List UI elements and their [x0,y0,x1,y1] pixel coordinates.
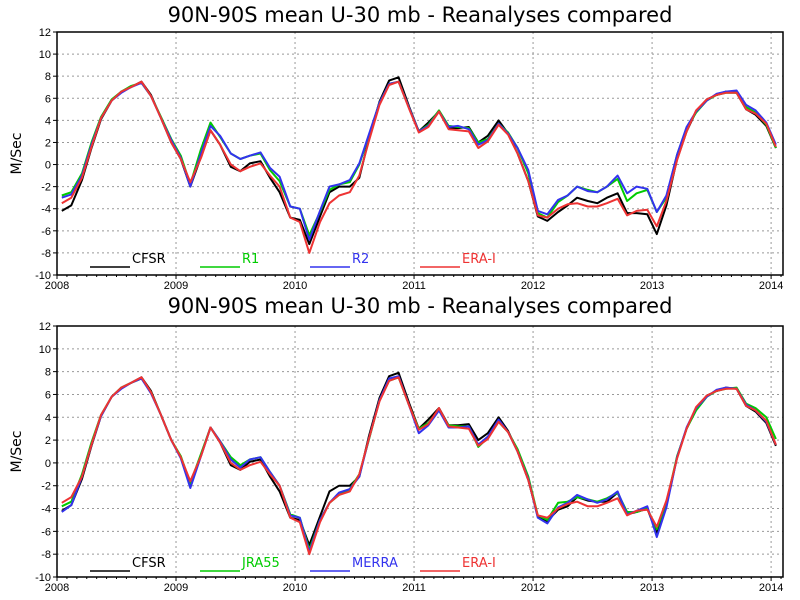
x-tick-label: 2009 [164,280,188,292]
y-tick-label: 12 [39,27,51,39]
y-tick-label: -2 [41,481,51,493]
y-tick-label: 6 [45,389,51,401]
legend-label: CFSR [132,252,166,267]
series-line-era-i [61,80,777,254]
y-tick-label: -2 [41,182,51,194]
y-tick-label: 10 [39,344,51,356]
y-tick-label: 10 [39,49,51,61]
legend-label: R2 [352,252,369,267]
x-tick-label: 2009 [164,582,188,594]
y-tick-label: -6 [41,226,51,238]
legend-label: ERA-I [462,556,496,571]
y-tick-label: 2 [45,435,51,447]
y-tick-label: 0 [45,458,51,470]
y-tick-label: 0 [45,160,51,172]
legend-label: JRA55 [241,556,280,571]
series-line-r1 [61,80,777,237]
y-tick-label: -6 [41,526,51,538]
y-tick-label: 8 [45,367,51,379]
legend-label: R1 [242,252,259,267]
y-tick-label: -4 [41,504,51,516]
chart-title: 90N-90S mean U-30 mb - Reanalyses compar… [168,3,673,27]
y-axis-label: M/Sec [9,431,25,473]
series-line-jra55 [61,376,777,551]
y-tick-label: 12 [39,321,51,333]
plot-frame [56,31,784,276]
legend-label: MERRA [352,556,398,571]
plot-frame [56,325,784,578]
x-tick-label: 2012 [521,582,545,594]
legend-label: ERA-I [462,252,496,267]
legend-label: CFSR [132,556,166,571]
y-tick-label: -8 [41,248,51,260]
chart-panel-1: 90N-90S mean U-30 mb - Reanalyses compar… [9,3,784,292]
y-tick-label: 4 [45,412,51,424]
x-tick-label: 2014 [759,280,783,292]
x-tick-label: 2008 [45,280,69,292]
y-tick-label: -8 [41,549,51,561]
x-tick-label: 2010 [283,582,307,594]
y-tick-label: 6 [45,93,51,105]
series-line-era-i [61,376,777,556]
y-tick-label: -10 [35,572,51,584]
y-tick-label: 8 [45,71,51,83]
x-tick-label: 2014 [759,582,783,594]
series-line-cfsr [61,76,777,246]
x-tick-label: 2012 [521,280,545,292]
x-tick-label: 2013 [640,582,664,594]
y-tick-label: -10 [35,270,51,282]
x-tick-label: 2010 [283,280,307,292]
x-tick-label: 2011 [402,582,426,594]
chart-panel-2: 90N-90S mean U-30 mb - Reanalyses compar… [9,294,784,594]
series-line-merra [61,375,777,553]
series-line-r2 [61,80,777,241]
x-tick-label: 2013 [640,280,664,292]
x-tick-label: 2011 [402,280,426,292]
y-axis-label: M/Sec [9,133,25,175]
series-line-cfsr [61,371,777,547]
chart-title: 90N-90S mean U-30 mb - Reanalyses compar… [168,294,673,318]
y-tick-label: -4 [41,204,51,216]
x-tick-label: 2008 [45,582,69,594]
y-tick-label: 4 [45,115,51,127]
y-tick-label: 2 [45,137,51,149]
